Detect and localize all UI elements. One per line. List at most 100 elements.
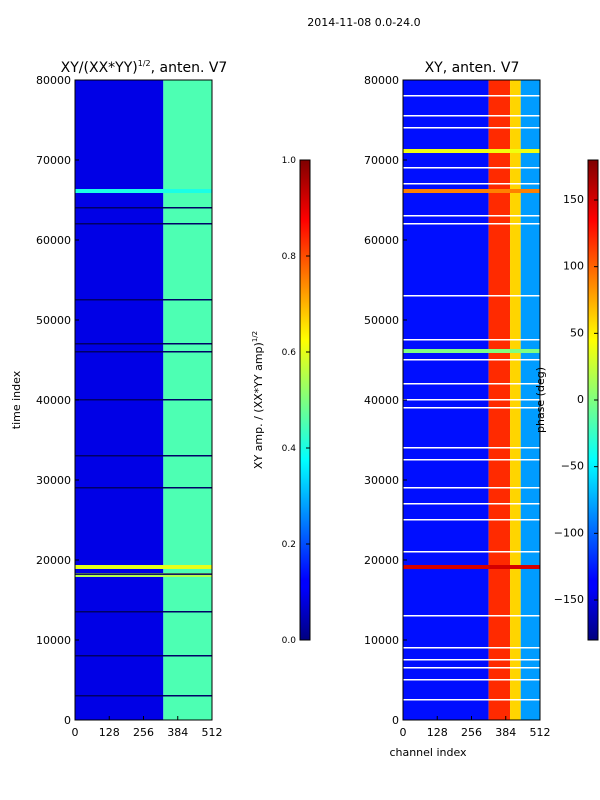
right-gap-row-19 [403,615,540,617]
right-ytick-label-3: 30000 [364,474,399,487]
left-xtick-label-0: 0 [72,726,79,739]
figure-suptitle: 2014-11-08 0.0-24.0 [307,16,420,29]
right-ytick-label-1: 10000 [364,634,399,647]
right-gap-row-16 [403,503,540,505]
right-gap-row-23 [403,679,540,681]
right-xtick-label-4: 512 [530,726,551,739]
right-cbtick-label-6: 150 [563,193,584,206]
right-gap-row-21 [403,659,540,661]
right-ytick-label-4: 40000 [364,394,399,407]
left-cbtick-label-3: 0.6 [282,348,297,358]
right-panel: XY, anten. V7 0 128 256 384 512 0 10000 20000 3… [364,60,551,759]
right-gap-row-17 [403,519,540,521]
left-gap-row-4 [75,351,212,353]
left-gap-row-10 [75,655,212,657]
right-gap-row-3 [403,167,540,169]
right-title: XY, anten. V7 [425,60,520,76]
left-gap-row-0 [75,207,212,209]
right-gap-row-5 [403,215,540,217]
left-ytick-label-2: 20000 [36,554,71,567]
right-gap-row-6 [403,223,540,225]
left-xtick-label-4: 512 [202,726,223,739]
right-gap-row-4 [403,183,540,185]
right-gap-row-15 [403,487,540,489]
right-cbtick-label-2: −50 [561,460,584,473]
left-panel: XY/(XX*YY)1/2, anten. V7 0 128 256 384 512 0… [10,59,227,739]
right-cbtick-label-1: −100 [554,526,584,539]
right-xtick-label-3: 384 [495,726,516,739]
left-ytick-label-4: 40000 [36,394,71,407]
right-xlabel: channel index [389,746,467,759]
left-colorbar-ticks: 0.0 0.2 0.4 0.6 0.8 1.0 [282,156,310,646]
left-title-suffix: , anten. V7 [151,60,228,76]
right-xtick-label-2: 256 [461,726,482,739]
right-highlight-row-1 [403,349,540,353]
left-xtick-label-1: 128 [99,726,120,739]
right-xtick-label-1: 128 [427,726,448,739]
left-ytick-label-6: 60000 [36,234,71,247]
left-ytick-label-3: 30000 [36,474,71,487]
left-xtick-label-2: 256 [133,726,154,739]
right-ytick-label-8: 80000 [364,74,399,87]
left-gap-row-7 [75,487,212,489]
right-cbtick-label-3: 0 [577,393,584,406]
right-ytick-label-0: 0 [392,714,399,727]
left-ylabel: time index [10,370,23,429]
left-colorbar-gradient [299,159,311,641]
right-y-ticks: 0 10000 20000 30000 40000 50000 60000 70000 8000… [364,74,407,727]
left-ytick-label-1: 10000 [36,634,71,647]
left-heatmap [75,80,212,720]
right-gap-row-22 [403,667,540,669]
right-highlight-row-3 [403,189,540,193]
left-colorbar-label-exp: 1/2 [251,331,259,342]
right-gap-row-10 [403,383,540,385]
right-gap-row-13 [403,447,540,449]
left-gap-row-11 [75,695,212,697]
right-gap-row-20 [403,647,540,649]
left-gap-row-3 [75,343,212,345]
left-colorbar-label: XY amp. / (XX*YY amp)1/2 [251,331,265,469]
left-title-exp: 1/2 [138,59,151,68]
right-x-ticks: 0 128 256 384 512 [400,716,551,739]
right-xtick-label-0: 0 [400,726,407,739]
left-gap-row-1 [75,223,212,225]
left-ytick-label-5: 50000 [36,314,71,327]
right-cbtick-label-0: −150 [554,593,584,606]
right-gap-row-2 [403,127,540,129]
right-gap-row-7 [403,295,540,297]
right-cbtick-label-4: 50 [570,326,584,339]
left-title: XY/(XX*YY)1/2, anten. V7 [61,59,228,76]
left-xtick-label-3: 384 [167,726,188,739]
right-highlight-row-0 [403,565,540,569]
right-heatmap [403,80,540,720]
right-gap-row-8 [403,339,540,341]
left-colorbar: 0.0 0.2 0.4 0.6 0.8 1.0 XY amp. / (XX*YY amp)… [251,156,311,646]
left-highlight-row-0 [75,189,212,193]
right-gap-row-11 [403,399,540,401]
right-ytick-label-5: 50000 [364,314,399,327]
right-gap-row-9 [403,359,540,361]
left-cbtick-label-4: 0.8 [282,252,297,262]
left-gap-row-6 [75,455,212,457]
left-gap-row-2 [75,299,212,301]
right-colorbar-label: phase (deg) [534,367,547,433]
left-cbtick-label-1: 0.2 [282,540,296,550]
left-ytick-label-7: 70000 [36,154,71,167]
right-cbtick-label-5: 100 [563,260,584,273]
right-highlight-row-2 [403,149,540,153]
right-colorbar-ticks: −150 −100 −50 0 50 100 150 [554,193,598,606]
right-colorbar: −150 −100 −50 0 50 100 150 phase (deg) [534,159,599,641]
left-colorbar-label-main: XY amp. / (XX*YY amp) [252,342,265,469]
left-ytick-label-0: 0 [64,714,71,727]
right-ytick-label-6: 60000 [364,234,399,247]
right-ytick-label-7: 70000 [364,154,399,167]
left-y-ticks: 0 10000 20000 30000 40000 50000 60000 70000 8000… [36,74,79,727]
left-cbtick-label-2: 0.4 [282,444,297,454]
left-gap-row-9 [75,611,212,613]
left-title-main: XY/(XX*YY) [61,60,138,76]
left-x-ticks: 0 128 256 384 512 [72,716,223,739]
left-cbtick-label-5: 1.0 [282,156,297,166]
right-gap-row-18 [403,551,540,553]
